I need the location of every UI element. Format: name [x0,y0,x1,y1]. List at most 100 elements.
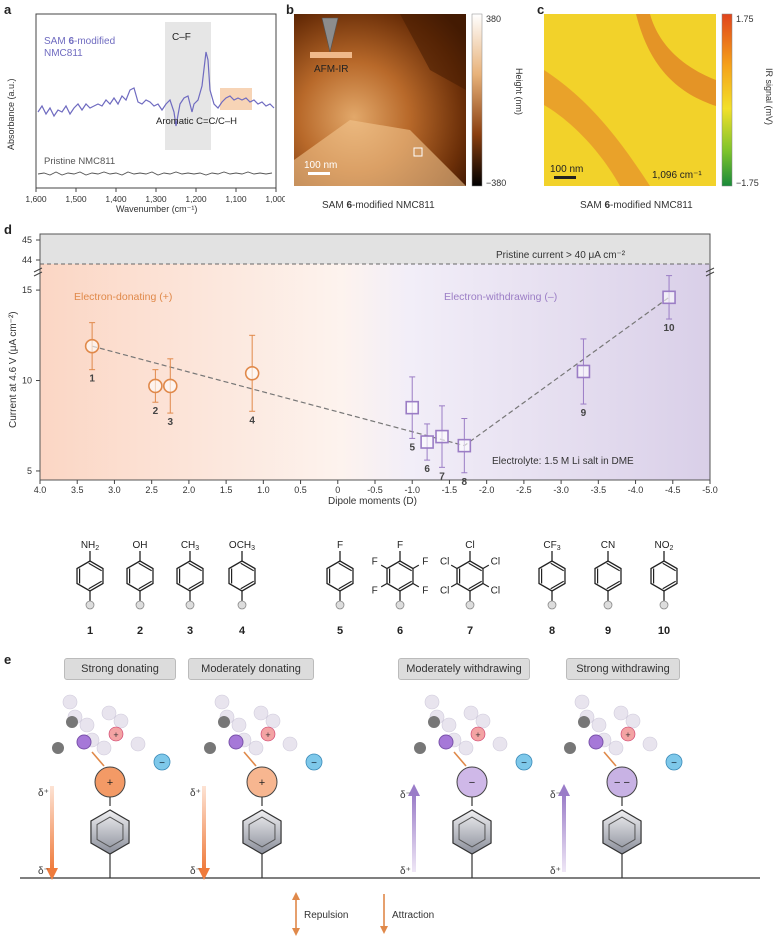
ring-substituent: Cl [491,586,500,597]
counter-anion-sign: − [311,758,317,769]
afm-cantilever [310,52,352,58]
panel-label-b: b [286,2,294,17]
solvent-atom [130,736,146,752]
wavenumber-label: 1,096 cm⁻¹ [652,170,702,181]
anchor-atom [135,600,145,610]
ir-colorbar [721,13,733,187]
d-xtick-label: -1.5 [442,485,458,495]
solvent-atom [214,694,230,710]
withdrawing-text: Electron-withdrawing (–) [444,291,557,303]
panel-b-caption: SAM 6-modified NMC811 [322,200,435,211]
panel-c-ir-map: 100 nm 1,096 cm⁻¹ 1.75 −1.75 IR signal (… [544,13,774,211]
pill-moderately-donating: Moderately donating [188,658,314,680]
li-ion-sign: + [113,730,118,740]
ring-substituent: F [372,556,378,567]
carbon-atom [428,716,440,728]
molecule-number: 4 [239,625,246,637]
panel-a-ir-spectrum: 1,600 1,500 1,400 1,300 1,200 1,100 1,000 Abso… [6,13,285,214]
solvent-atom [613,705,629,721]
e-group-2: + − + δ⁺ δ⁻ [190,694,323,880]
data-point-4 [244,365,260,381]
molecule-6: F 6 F F F F [372,540,429,637]
data-point-6 [420,435,434,449]
carbon-atom [564,742,576,754]
panel-label-e: e [4,652,12,667]
data-point-9 [576,364,591,379]
point-label-1: 1 [89,374,95,385]
ir-cbar-label: IR signal (mV) [764,68,774,125]
delta-top: δ⁻ [550,790,561,801]
solvent-atom [625,713,641,729]
anchor-atom [465,600,475,610]
scale-label-c: 100 nm [550,164,583,175]
solvent-atom [113,713,129,729]
anchor-atom [659,600,669,610]
d-xtick-label: -4.0 [628,485,644,495]
point-label-10: 10 [663,323,675,334]
li-ion [620,726,636,742]
pill-strong-withdrawing: Strong withdrawing [566,658,680,680]
panel-b-afm-height: AFM-IR 100 nm 380 −380 Height (nm) SAM 6… [294,13,524,211]
li-ion [108,726,124,742]
solvent-atom [282,736,298,752]
solvent-atom [608,740,624,756]
d-xtick-label: 1.0 [257,485,270,495]
panel-c-caption: SAM 6-modified NMC811 [580,200,693,211]
molecule-3: CH3 3 [176,540,204,637]
delta-bottom: δ⁺ [400,866,411,877]
d-xtick-label: -3.0 [553,485,569,495]
svg-text:F: F [337,540,343,551]
chart-xlabel: Dipole moments (D) [328,496,417,507]
solvent-atom [441,717,457,733]
anchor-atom [185,600,195,610]
ring-substituent: F [372,586,378,597]
d-xtick-label: 0.5 [294,485,307,495]
solvent-atom [492,736,508,752]
a-xtick-label: 1,300 [145,194,167,204]
head-group-sign: − [469,777,475,789]
solvent-atom [265,713,281,729]
d-xtick-label: 2.5 [145,485,158,495]
molecule-5: F5 [326,540,354,637]
counter-anion-sign: − [521,758,527,769]
d-xtick-label: 2.0 [183,485,196,495]
ring-substituent: F [422,556,428,567]
d-xtick-label: 3.0 [108,485,121,495]
svg-text:OCH3: OCH3 [229,540,255,552]
solvent-atom [458,740,474,756]
counter-anion [153,753,171,771]
svg-text:OH: OH [133,540,148,551]
solvent-atom [231,717,247,733]
d-xtick-label: -5.0 [702,485,718,495]
panel-label-c: c [537,2,545,17]
electrolyte-text: Electrolyte: 1.5 M Li salt in DME [492,456,634,467]
solvent-atom [62,694,78,710]
pill-strong-donating: Strong donating [64,658,176,680]
solvent-atom [101,705,117,721]
sam-spectrum-line [37,51,275,127]
solvent-atom [424,694,440,710]
ring-substituent: Cl [491,556,500,567]
molecule-number: 9 [605,625,611,637]
axis-break-right [705,267,715,277]
svg-text:CN: CN [601,540,615,551]
head-group-sign: + [107,777,113,789]
solvent-atom [642,736,658,752]
cf-label: C–F [172,32,191,43]
panel-label-d: d [4,222,12,237]
afm-dark-grain [400,14,466,90]
pristine-text: Pristine current > 40 μA cm⁻² [496,250,626,261]
d-ytick-label-upper: 44 [22,255,32,265]
repulsion-arrow-head-up [292,892,300,900]
solvent-atom [253,705,269,721]
counter-anion [515,753,533,771]
svg-text:Cl: Cl [465,540,474,551]
chart-ylabel: Current at 4.6 V (μA cm⁻²) [8,311,19,428]
li-ion-sign: + [475,730,480,740]
molecule-2: OH 2 [126,540,154,637]
ring-substituent: Cl [440,586,449,597]
dipole-arrow [50,786,54,870]
solvent-atom [574,694,590,710]
